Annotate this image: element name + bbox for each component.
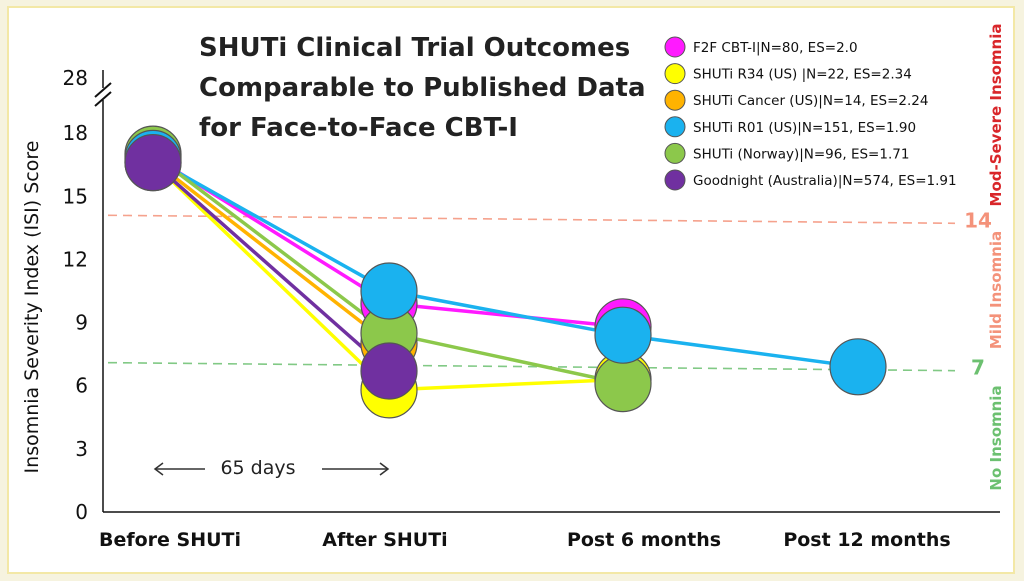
y-tick-label: 9 xyxy=(75,311,88,335)
data-point xyxy=(829,338,887,396)
legend-marker xyxy=(664,36,686,58)
data-point xyxy=(124,134,182,192)
legend-entry: Goodnight (Australia)|N=574, ES=1.91 xyxy=(693,173,957,189)
data-point xyxy=(594,306,652,364)
y-tick-labels: 0 3 6 9 12 15 18 xyxy=(63,121,88,524)
days-annotation: 65 days xyxy=(153,457,390,479)
legend-entry: SHUTi (Norway)|N=96, ES=1.71 xyxy=(693,146,909,162)
legend-marker xyxy=(664,169,686,191)
reference-line-label: 7 xyxy=(971,356,985,380)
days-arrow-left-head xyxy=(153,462,164,476)
y-axis-label: Insomnia Severity Index (ISI) Score xyxy=(21,141,43,474)
axis-break-mark-1 xyxy=(94,82,112,98)
series-line xyxy=(151,161,391,373)
chart-title-line-2: Comparable to Published Data xyxy=(199,73,646,103)
legend-entry: F2F CBT-I|N=80, ES=2.0 xyxy=(693,40,858,56)
days-label: 65 days xyxy=(220,457,295,479)
data-points xyxy=(124,125,887,419)
chart-frame xyxy=(7,6,1015,574)
legend-marker xyxy=(664,116,686,138)
series-line xyxy=(152,156,859,369)
legend-entry: SHUTi R01 (US)|N=151, ES=1.90 xyxy=(693,120,916,136)
y-tick-label: 15 xyxy=(63,184,88,208)
legend-entry: SHUTi R34 (US) |N=22, ES=2.34 xyxy=(693,67,912,83)
x-tick-labels: Before SHUTi After SHUTi Post 6 months Post… xyxy=(99,529,951,551)
series-lines xyxy=(151,152,859,392)
legend: F2F CBT-I|N=80, ES=2.0 SHUTi R34 (US) |N=… xyxy=(664,36,957,191)
data-point xyxy=(594,355,652,413)
axis-break-mark-2 xyxy=(94,91,112,107)
axis-break-gap xyxy=(95,88,111,100)
chart-title-line-1: SHUTi Clinical Trial Outcomes xyxy=(199,33,630,63)
y-tick-label: 18 xyxy=(63,121,88,145)
y-tick-label: 12 xyxy=(63,247,88,271)
y-tick-label: 3 xyxy=(75,437,88,461)
reference-line xyxy=(107,361,956,372)
axes xyxy=(94,70,1000,513)
reference-line-label: 14 xyxy=(964,208,992,232)
x-tick-label: Before SHUTi xyxy=(99,529,241,551)
x-tick-label: After SHUTi xyxy=(322,529,447,551)
y-tick-label: 6 xyxy=(75,374,88,398)
y-tick-label: 0 xyxy=(75,500,88,524)
data-point xyxy=(360,262,418,320)
zone-label: Mild Insomnia xyxy=(987,231,1005,349)
legend-marker xyxy=(664,142,686,164)
data-point xyxy=(360,342,418,400)
y-tick-top: 28 xyxy=(63,66,88,90)
legend-entry: SHUTi Cancer (US)|N=14, ES=2.24 xyxy=(693,93,928,109)
zone-label: Mod-Severe Insomnia xyxy=(987,24,1005,207)
zone-labels: Mod-Severe Insomnia Mild Insomnia No Insom… xyxy=(987,24,1005,491)
legend-marker xyxy=(664,89,686,111)
legend-marker xyxy=(664,63,686,85)
series-line xyxy=(151,159,391,345)
x-tick-label: Post 12 months xyxy=(783,529,950,551)
x-tick-label: Post 6 months xyxy=(567,529,721,551)
zone-label: No Insomnia xyxy=(987,385,1005,490)
chart-title: SHUTi Clinical Trial Outcomes Comparable… xyxy=(199,33,646,143)
chart-title-line-3: for Face-to-Face CBT-I xyxy=(199,113,518,143)
days-arrow-right-head xyxy=(379,462,390,476)
